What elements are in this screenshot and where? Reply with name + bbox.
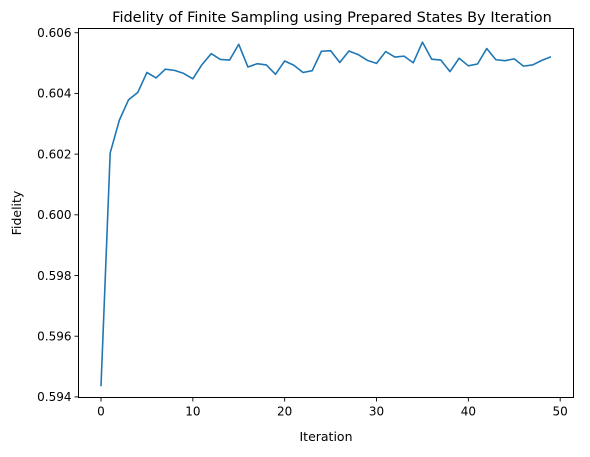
- y-axis-label: Fidelity: [9, 190, 24, 235]
- y-tick-label: 0.600: [37, 208, 71, 222]
- x-axis: 0 10 20 30 40 50: [97, 397, 568, 419]
- y-tick-label: 0.604: [37, 87, 71, 101]
- x-tick-label: 40: [461, 405, 476, 419]
- axes-frame: [78, 28, 574, 398]
- plot-area: [100, 41, 552, 387]
- x-tick-label: 20: [277, 405, 292, 419]
- chart-title: Fidelity of Finite Sampling using Prepar…: [112, 10, 552, 26]
- y-tick-label: 0.598: [37, 269, 71, 283]
- x-tick-label: 50: [553, 405, 568, 419]
- x-axis-label: Iteration: [299, 429, 352, 444]
- y-tick-label: 0.602: [37, 147, 71, 161]
- y-tick-label: 0.596: [37, 330, 71, 344]
- x-tick-label: 30: [369, 405, 384, 419]
- y-tick-label: 0.594: [37, 390, 71, 404]
- series-line-0: [100, 41, 552, 387]
- x-tick-label: 10: [185, 405, 200, 419]
- x-tick-label: 0: [97, 405, 105, 419]
- y-tick-label: 0.606: [37, 26, 71, 40]
- y-axis: 0.594 0.596 0.598 0.600 0.602 0.604 0.606: [37, 26, 79, 404]
